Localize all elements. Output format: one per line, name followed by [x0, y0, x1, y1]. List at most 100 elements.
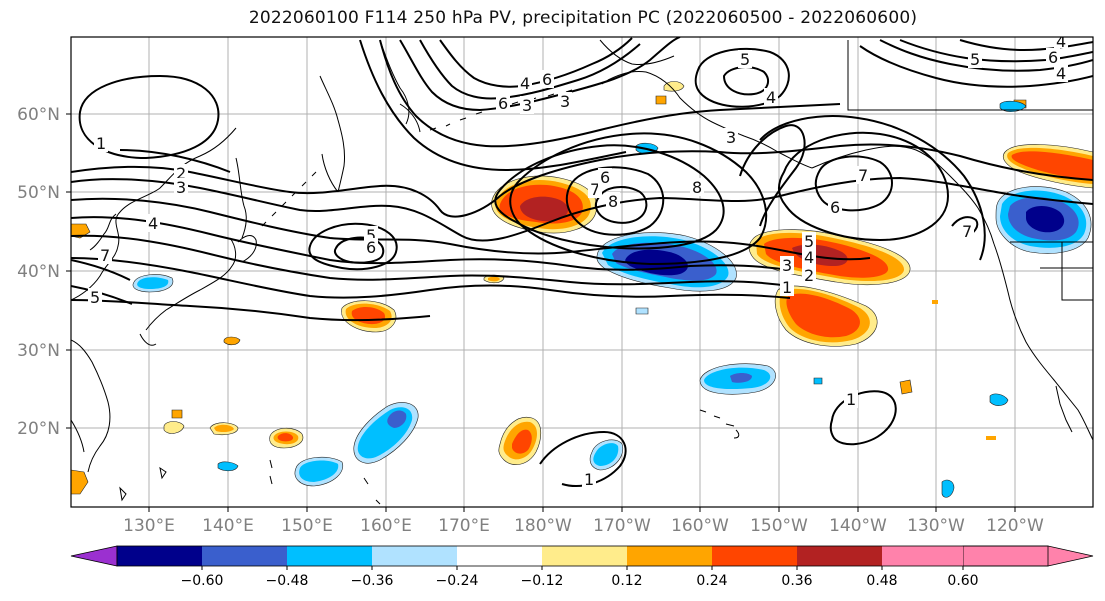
- contour-label: 3: [780, 256, 794, 275]
- lon-label: 130°W: [907, 516, 965, 536]
- contour-label: 8: [690, 178, 704, 197]
- colorbar-extend-min: [70, 545, 118, 567]
- svg-text:7: 7: [590, 180, 600, 199]
- contour-label: 5: [738, 50, 752, 69]
- contour-label: 6: [540, 70, 554, 89]
- svg-text:3: 3: [522, 96, 532, 115]
- contour-label: 3: [558, 92, 572, 111]
- lon-label: 150°E: [281, 516, 333, 536]
- precip-negative-shading: [132, 100, 1092, 498]
- lat-label-60n: 60°N: [17, 105, 60, 125]
- contour-label: 5: [88, 288, 102, 307]
- contour-label: 8: [606, 192, 620, 211]
- svg-text:7: 7: [962, 222, 972, 241]
- map-background: [71, 37, 1093, 507]
- colorbar-segment: [882, 546, 963, 566]
- contour-label: 4: [764, 88, 778, 107]
- svg-text:3: 3: [176, 178, 186, 197]
- svg-text:6: 6: [498, 94, 508, 113]
- svg-text:5: 5: [366, 226, 376, 245]
- colorbar-segment: [712, 546, 797, 566]
- map-frame: [70, 36, 1094, 508]
- lon-label: 140°W: [829, 516, 887, 536]
- svg-text:1: 1: [96, 134, 106, 153]
- lat-label-20n: 20°N: [17, 419, 60, 439]
- colorbar-segment: [287, 546, 372, 566]
- svg-text:8: 8: [608, 192, 618, 211]
- contour-label: 6: [1046, 48, 1060, 67]
- svg-text:6: 6: [366, 238, 376, 257]
- lat-label-30n: 30°N: [17, 341, 60, 361]
- svg-text:4: 4: [1056, 64, 1066, 83]
- contour-label: 7: [856, 166, 870, 185]
- svg-text:5: 5: [90, 288, 100, 307]
- contour-label: 2: [174, 164, 188, 183]
- colorbar-tick-label: 0.24: [696, 573, 727, 589]
- contour-label: 5: [802, 232, 816, 251]
- colorbar-outline: [116, 545, 1049, 567]
- colorbar-segment: [797, 546, 882, 566]
- svg-text:7: 7: [100, 246, 110, 265]
- svg-text:4: 4: [1056, 32, 1066, 51]
- svg-text:2: 2: [804, 266, 814, 285]
- lon-label: 150°W: [750, 516, 808, 536]
- contour-label: 6: [828, 198, 842, 217]
- svg-text:4: 4: [804, 248, 814, 267]
- colorbar-tick-label: −0.48: [266, 573, 309, 589]
- contour-labels: 1 2 3 4 5 6 7 8 5 6 3 3 4 6 5 4 8 7 6 5 …: [88, 32, 1068, 489]
- contour-label: 2: [802, 266, 816, 285]
- colorbar-tick-label: 0.36: [781, 573, 812, 589]
- contour-label: 5: [968, 50, 982, 69]
- svg-text:1: 1: [846, 390, 856, 409]
- colorbar-segment: [542, 546, 627, 566]
- svg-text:6: 6: [830, 198, 840, 217]
- colorbar-tick-label: −0.12: [521, 573, 564, 589]
- svg-text:3: 3: [782, 256, 792, 275]
- svg-text:6: 6: [542, 70, 552, 89]
- svg-text:4: 4: [766, 88, 776, 107]
- colorbar-segment: [117, 546, 202, 566]
- lon-label: 170°W: [593, 516, 651, 536]
- axis-ticks: [66, 113, 1016, 512]
- svg-text:4: 4: [520, 74, 530, 93]
- svg-text:1: 1: [584, 470, 594, 489]
- map-title: 2022060100 F114 250 hPa PV, precipitatio…: [248, 8, 918, 28]
- colorbar-segment: [457, 546, 542, 566]
- svg-text:6: 6: [1048, 48, 1058, 67]
- lon-label: 160°W: [671, 516, 729, 536]
- colorbar-tick-label: 0.60: [947, 573, 978, 589]
- contour-label: 4: [518, 74, 532, 93]
- contour-label: 6: [598, 168, 612, 187]
- contour-label: 1: [780, 278, 794, 297]
- contour-label: 6: [496, 94, 510, 113]
- map-plot-area: 1 2 3 4 5 6 7 8 5 6 3 3 4 6 5 4 8 7 6 5 …: [71, 32, 1093, 507]
- lat-label-40n: 40°N: [17, 262, 60, 282]
- coastlines: [71, 39, 1093, 505]
- contour-label: 3: [724, 128, 738, 147]
- pv-contours: [71, 37, 1093, 487]
- lon-label: 170°E: [438, 516, 490, 536]
- svg-text:7: 7: [858, 166, 868, 185]
- lon-label: 130°E: [123, 516, 175, 536]
- colorbar-tick-label: 0.48: [866, 573, 897, 589]
- svg-text:5: 5: [740, 50, 750, 69]
- colorbar: −0.60 −0.48 −0.36 −0.24 −0.12 0.12 0.24 …: [70, 545, 1094, 589]
- colorbar-tick-label: −0.36: [351, 573, 394, 589]
- colorbar-tick-label: 0.12: [611, 573, 642, 589]
- contour-label: 1: [582, 470, 596, 489]
- contour-label: 3: [174, 178, 188, 197]
- lon-label: 140°E: [202, 516, 254, 536]
- contour-label: 7: [960, 222, 974, 241]
- contour-label: 3: [520, 96, 534, 115]
- svg-text:6: 6: [600, 168, 610, 187]
- contour-label: 1: [94, 134, 108, 153]
- latitude-labels: 60°N 50°N 40°N 30°N 20°N: [17, 105, 60, 439]
- svg-text:5: 5: [970, 50, 980, 69]
- lon-label: 120°W: [986, 516, 1044, 536]
- lon-label: 180°W: [514, 516, 572, 536]
- svg-text:4: 4: [148, 214, 158, 233]
- svg-text:1: 1: [782, 278, 792, 297]
- colorbar-extend-max: [962, 545, 1094, 567]
- contour-label: 4: [146, 214, 160, 233]
